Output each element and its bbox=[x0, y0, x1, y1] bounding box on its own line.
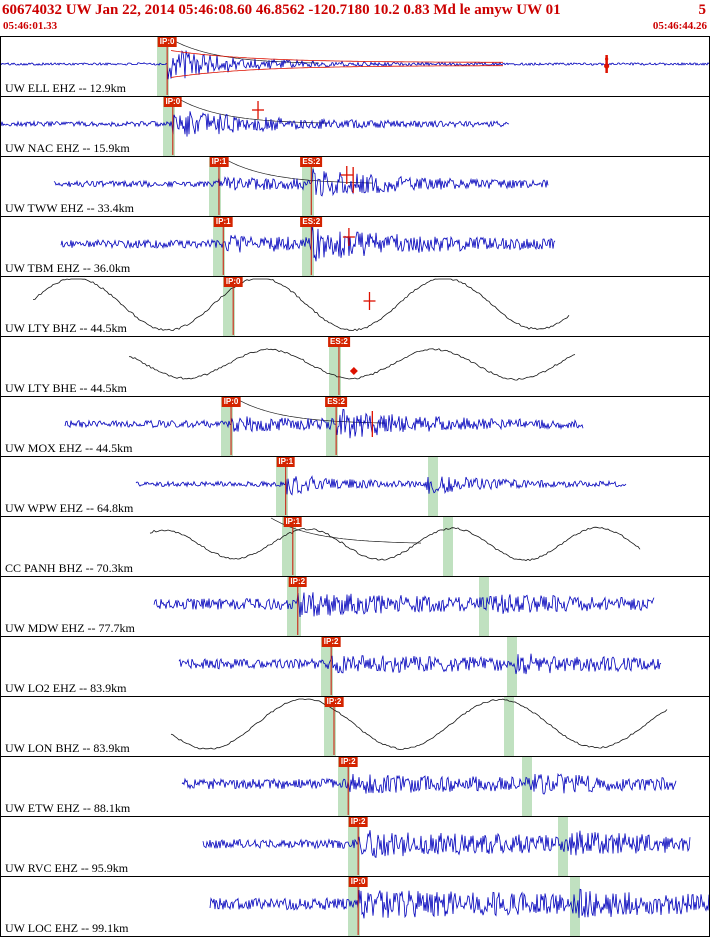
pick-label[interactable]: IP:2 bbox=[321, 637, 341, 647]
pick-uncertainty-band bbox=[522, 757, 533, 816]
pick-uncertainty-band bbox=[320, 637, 333, 696]
pick-uncertainty-band bbox=[212, 217, 225, 276]
channel-strip-UW-LON[interactable]: IP:2 UW LON BHZ -- 83.9km bbox=[0, 697, 710, 757]
pick-label[interactable]: ES:2 bbox=[300, 157, 323, 167]
station-label: UW TWW EHZ -- 33.4km bbox=[5, 201, 134, 215]
pick-uncertainty-band bbox=[301, 217, 314, 276]
pick-uncertainty-band bbox=[337, 757, 350, 816]
channel-strip-UW-WPW[interactable]: IP:1 UW WPW EHZ -- 64.8km bbox=[0, 457, 710, 517]
pick-uncertainty-band bbox=[558, 817, 569, 876]
pick-uncertainty-band bbox=[427, 457, 438, 516]
waveform-plot bbox=[1, 37, 709, 95]
station-label: UW LTY BHZ -- 44.5km bbox=[5, 321, 127, 335]
station-label: UW WPW EHZ -- 64.8km bbox=[5, 501, 134, 515]
pick-label[interactable]: IP:0 bbox=[221, 397, 241, 407]
event-header: 60674032 UW Jan 22, 2014 05:46:08.60 46.… bbox=[0, 0, 710, 20]
window-end-time: 05:46:44.26 bbox=[652, 20, 707, 32]
event-title: 60674032 UW Jan 22, 2014 05:46:08.60 46.… bbox=[2, 1, 561, 18]
channel-strip-UW-LO2[interactable]: IP:2 UW LO2 EHZ -- 83.9km bbox=[0, 637, 710, 697]
pick-label[interactable]: ES:2 bbox=[300, 217, 323, 227]
pick-uncertainty-band bbox=[276, 457, 289, 516]
pick-uncertainty-band bbox=[222, 277, 235, 336]
pick-label[interactable]: ES:2 bbox=[328, 337, 350, 347]
pick-uncertainty-band bbox=[156, 37, 169, 96]
pick-label[interactable]: IP:0 bbox=[348, 877, 368, 887]
pick-label[interactable]: ES:2 bbox=[325, 397, 348, 407]
time-window-row: 05:46:01.33 05:46:44.26 bbox=[0, 20, 710, 36]
pick-uncertainty-band bbox=[507, 637, 518, 696]
station-label: UW LO2 EHZ -- 83.9km bbox=[5, 681, 127, 695]
pick-label[interactable]: IP:1 bbox=[213, 217, 233, 227]
header-right-flag: 5 bbox=[698, 1, 707, 18]
station-label: UW RVC EHZ -- 95.9km bbox=[5, 861, 129, 875]
pick-uncertainty-band bbox=[347, 877, 360, 936]
waveform-channel-list: IP:0 UW ELL EHZ -- 12.9km IP:0 UW NAC EHZ -… bbox=[0, 36, 710, 937]
station-label: UW ETW EHZ -- 88.1km bbox=[5, 801, 131, 815]
pick-uncertainty-band bbox=[163, 97, 176, 156]
pick-uncertainty-band bbox=[208, 157, 221, 216]
pick-label[interactable]: IP:2 bbox=[288, 577, 308, 587]
pick-uncertainty-band bbox=[443, 517, 454, 576]
pick-uncertainty-band bbox=[286, 577, 301, 636]
station-label: CC PANH BHZ -- 70.3km bbox=[5, 561, 133, 575]
channel-strip-UW-LTY[interactable]: IP:0 UW LTY BHZ -- 44.5km bbox=[0, 277, 710, 337]
channel-strip-UW-LTY[interactable]: ES:2 UW LTY BHE -- 44.5km bbox=[0, 337, 710, 397]
pick-uncertainty-band bbox=[323, 697, 336, 756]
station-label: UW LOC EHZ -- 99.1km bbox=[5, 921, 129, 935]
pick-label[interactable]: IP:1 bbox=[283, 517, 303, 527]
station-label: UW MDW EHZ -- 77.7km bbox=[5, 621, 135, 635]
station-label: UW MOX EHZ -- 44.5km bbox=[5, 441, 133, 455]
pick-label[interactable]: IP:0 bbox=[157, 37, 177, 47]
channel-strip-CC-PANH[interactable]: IP:1 CC PANH BHZ -- 70.3km bbox=[0, 517, 710, 577]
pick-uncertainty-band bbox=[301, 157, 314, 216]
pick-uncertainty-band bbox=[328, 337, 341, 396]
station-label: UW LON BHZ -- 83.9km bbox=[5, 741, 130, 755]
pick-label[interactable]: IP:0 bbox=[163, 97, 183, 107]
pick-label[interactable]: IP:1 bbox=[276, 457, 296, 467]
channel-strip-UW-ELL[interactable]: IP:0 UW ELL EHZ -- 12.9km bbox=[0, 37, 710, 97]
pick-label[interactable]: IP:1 bbox=[209, 157, 229, 167]
channel-strip-UW-NAC[interactable]: IP:0 UW NAC EHZ -- 15.9km bbox=[0, 97, 710, 157]
pick-label[interactable]: IP:0 bbox=[223, 277, 243, 287]
pick-uncertainty-band bbox=[569, 877, 580, 936]
channel-strip-UW-MOX[interactable]: IP:0 ES:2 UW MOX EHZ -- 44.5km bbox=[0, 397, 710, 457]
station-label: UW TBM EHZ -- 36.0km bbox=[5, 261, 131, 275]
channel-strip-UW-RVC[interactable]: IP:2 UW RVC EHZ -- 95.9km bbox=[0, 817, 710, 877]
pick-uncertainty-band bbox=[325, 397, 338, 456]
pick-uncertainty-band bbox=[504, 697, 515, 756]
pick-label[interactable]: IP:2 bbox=[324, 697, 344, 707]
station-label: UW LTY BHE -- 44.5km bbox=[5, 381, 127, 395]
channel-strip-UW-ETW[interactable]: IP:2 UW ETW EHZ -- 88.1km bbox=[0, 757, 710, 817]
pick-uncertainty-band bbox=[220, 397, 233, 456]
station-label: UW NAC EHZ -- 15.9km bbox=[5, 141, 130, 155]
channel-strip-UW-MDW[interactable]: IP:2 UW MDW EHZ -- 77.7km bbox=[0, 577, 710, 637]
pick-label[interactable]: IP:2 bbox=[348, 817, 368, 827]
pick-uncertainty-band bbox=[281, 517, 296, 576]
pick-label[interactable]: IP:2 bbox=[338, 757, 358, 767]
channel-strip-UW-TWW[interactable]: IP:1 ES:2 UW TWW EHZ -- 33.4km bbox=[0, 157, 710, 217]
channel-strip-UW-LOC[interactable]: IP:0 UW LOC EHZ -- 99.1km bbox=[0, 877, 710, 937]
station-label: UW ELL EHZ -- 12.9km bbox=[5, 81, 126, 95]
window-start-time: 05:46:01.33 bbox=[3, 20, 58, 32]
channel-strip-UW-TBM[interactable]: IP:1 ES:2 UW TBM EHZ -- 36.0km bbox=[0, 217, 710, 277]
